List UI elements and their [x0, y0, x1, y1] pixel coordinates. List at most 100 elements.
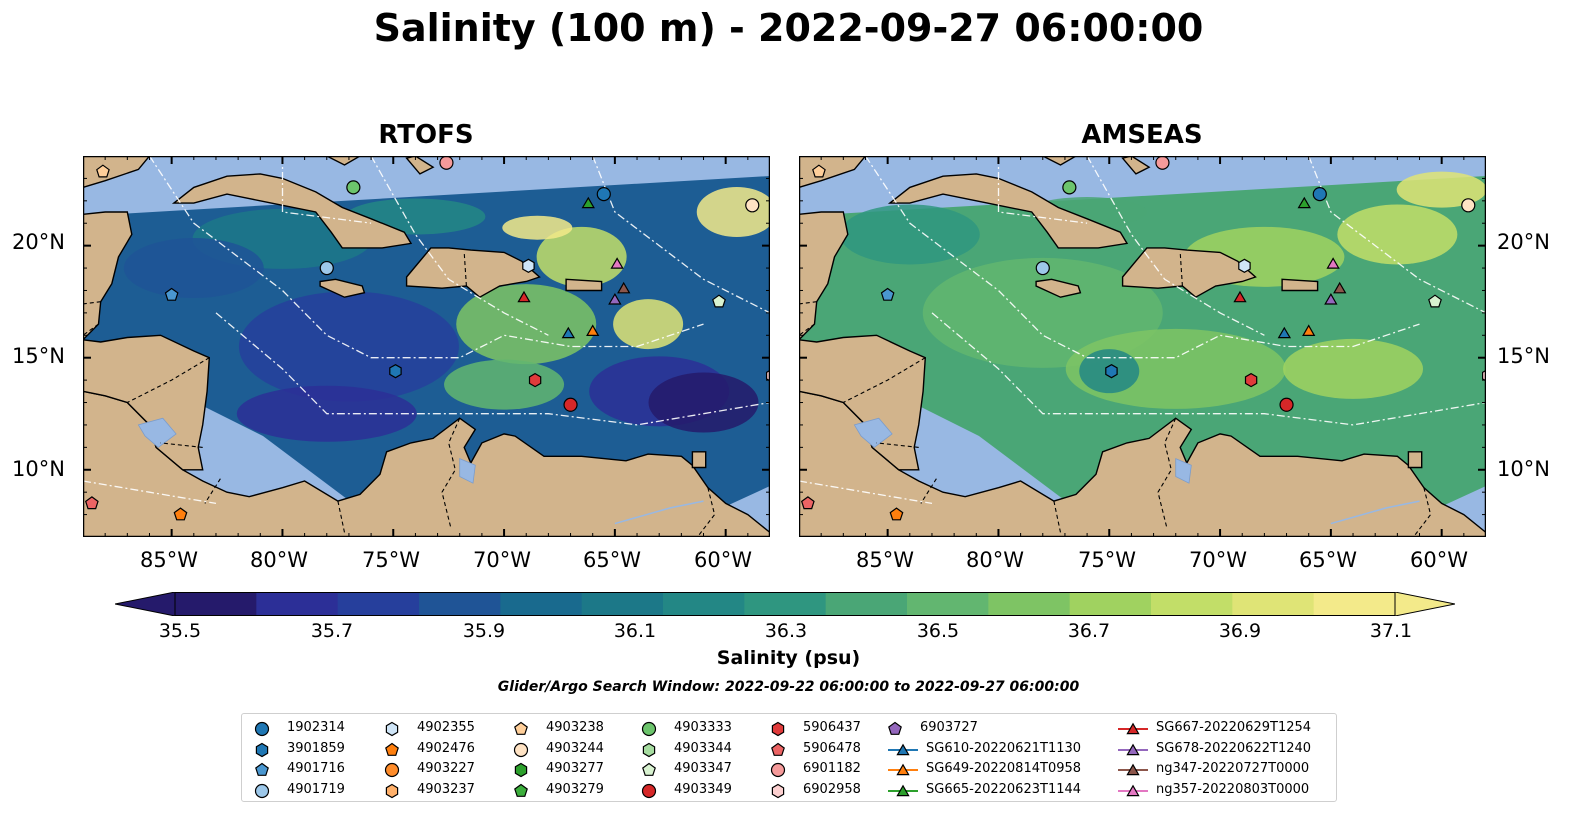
legend-label: SG667-20220629T1254: [1156, 720, 1312, 735]
eez-boundary: [931, 312, 1486, 426]
colorbar-segment: [988, 592, 1071, 616]
salinity-eddy: [502, 215, 573, 240]
lat-label-15n-left: 15°N: [12, 344, 65, 368]
lon-label-65w-right: 65°W: [1299, 548, 1357, 572]
colorbar-segment: [907, 592, 989, 616]
observation-marker: [1233, 290, 1247, 303]
legend-label: 3901859: [287, 740, 345, 756]
cb-tick-label: 35.5: [158, 620, 202, 642]
country-border: [160, 442, 203, 448]
legend-label: 4903279: [546, 781, 604, 797]
map-frame: [799, 156, 1486, 537]
eez-boundary: [864, 156, 1420, 359]
country-border: [799, 323, 815, 336]
legend-marker: [385, 783, 399, 798]
observation-marker: [880, 287, 895, 301]
observation-marker: [1244, 372, 1258, 388]
observation-marker: [1105, 364, 1118, 379]
legend-marker: [642, 742, 656, 757]
land: [171, 173, 413, 249]
country-border: [1414, 487, 1432, 536]
lake: [853, 417, 893, 448]
colorbar-label: Salinity (psu): [716, 647, 861, 669]
observation-marker: [1326, 257, 1340, 269]
country-border: [843, 357, 926, 403]
legend-label: 4903238: [546, 720, 604, 735]
legend-marker: [888, 763, 918, 776]
legend-marker: [888, 721, 902, 735]
legend-label: SG649-20220814T0958: [926, 761, 1082, 776]
legend-marker: [771, 742, 785, 756]
river: [614, 500, 704, 525]
lake: [1175, 457, 1192, 484]
lake: [459, 457, 476, 484]
panel-title-rtofs: RTOFS: [378, 120, 474, 150]
country-border: [876, 442, 919, 448]
country-border: [127, 357, 210, 403]
legend-label: 4902476: [417, 740, 475, 756]
legend-marker: [254, 783, 270, 798]
lon-label-80w-left: 80°W: [250, 548, 308, 572]
colorbar-segment: [663, 592, 745, 616]
legend-label: ng357-20220803T0000: [1156, 781, 1310, 797]
observation-marker: [439, 156, 454, 170]
salinity-eddy: [1337, 204, 1458, 265]
observation-marker: [1461, 198, 1476, 213]
observation-marker: [1428, 294, 1442, 308]
salinity-eddy: [536, 226, 627, 287]
country-border: [698, 487, 716, 536]
observation-marker: [346, 180, 361, 195]
country-border: [83, 323, 99, 336]
lat-label-20n-right: 20°N: [1497, 230, 1550, 254]
river: [1330, 500, 1420, 525]
observation-marker: [84, 496, 99, 510]
legend-label: 4903237: [417, 781, 475, 797]
eez-boundary: [83, 480, 217, 505]
legend-marker: [771, 721, 785, 737]
legend-marker: [514, 721, 528, 735]
legend-marker: [1118, 743, 1148, 755]
lat-label-15n-right: 15°N: [1497, 344, 1550, 368]
legend-label: SG678-20220622T1240: [1156, 740, 1312, 756]
colorbar-segment: [337, 592, 420, 616]
legend-label: 4903244: [546, 740, 604, 756]
country-border: [337, 500, 346, 533]
lon-label-80w-right: 80°W: [966, 548, 1024, 572]
legend-marker: [384, 762, 400, 778]
eez-boundary: [1086, 156, 1265, 336]
legend-label: 4901716: [287, 761, 345, 776]
search-window-note: Glider/Argo Search Window: 2022-09-22 06…: [497, 679, 1080, 695]
colorbar-extend-high: [1394, 592, 1455, 616]
colorbar-segment: [825, 592, 908, 616]
legend-label: 5906437: [803, 720, 861, 735]
legend-label: 6902958: [803, 781, 861, 797]
colorbar-segment: [581, 592, 664, 616]
land: [326, 156, 362, 166]
country-border: [441, 417, 461, 529]
country-border: [799, 301, 817, 305]
eez-boundary: [799, 480, 933, 505]
cb-tick-label: 35.9: [462, 620, 506, 642]
land: [1281, 278, 1319, 292]
land: [405, 247, 541, 299]
lon-label-70w-right: 70°W: [1189, 548, 1247, 572]
observation-marker: [745, 198, 760, 213]
colorbar-segment: [1069, 592, 1152, 616]
land: [887, 173, 1129, 249]
observation-marker: [610, 257, 624, 269]
map-panel-amseas: [799, 156, 1486, 537]
observation-marker: [1297, 196, 1311, 209]
legend-marker: [642, 762, 656, 776]
legend-marker: [770, 762, 786, 778]
legend-label: 4903347: [674, 761, 732, 776]
lon-label-65w-left: 65°W: [583, 548, 641, 572]
salinity-eddy: [839, 204, 980, 265]
observation-marker: [712, 294, 726, 308]
legend-label: ng347-20220727T0000: [1156, 761, 1310, 776]
legend-marker: [514, 762, 528, 778]
land: [565, 278, 603, 292]
legend-label: 4903349: [674, 781, 732, 797]
land: [799, 334, 927, 471]
cb-tick-label: 35.7: [310, 620, 354, 642]
lon-label-85w-right: 85°W: [856, 548, 914, 572]
